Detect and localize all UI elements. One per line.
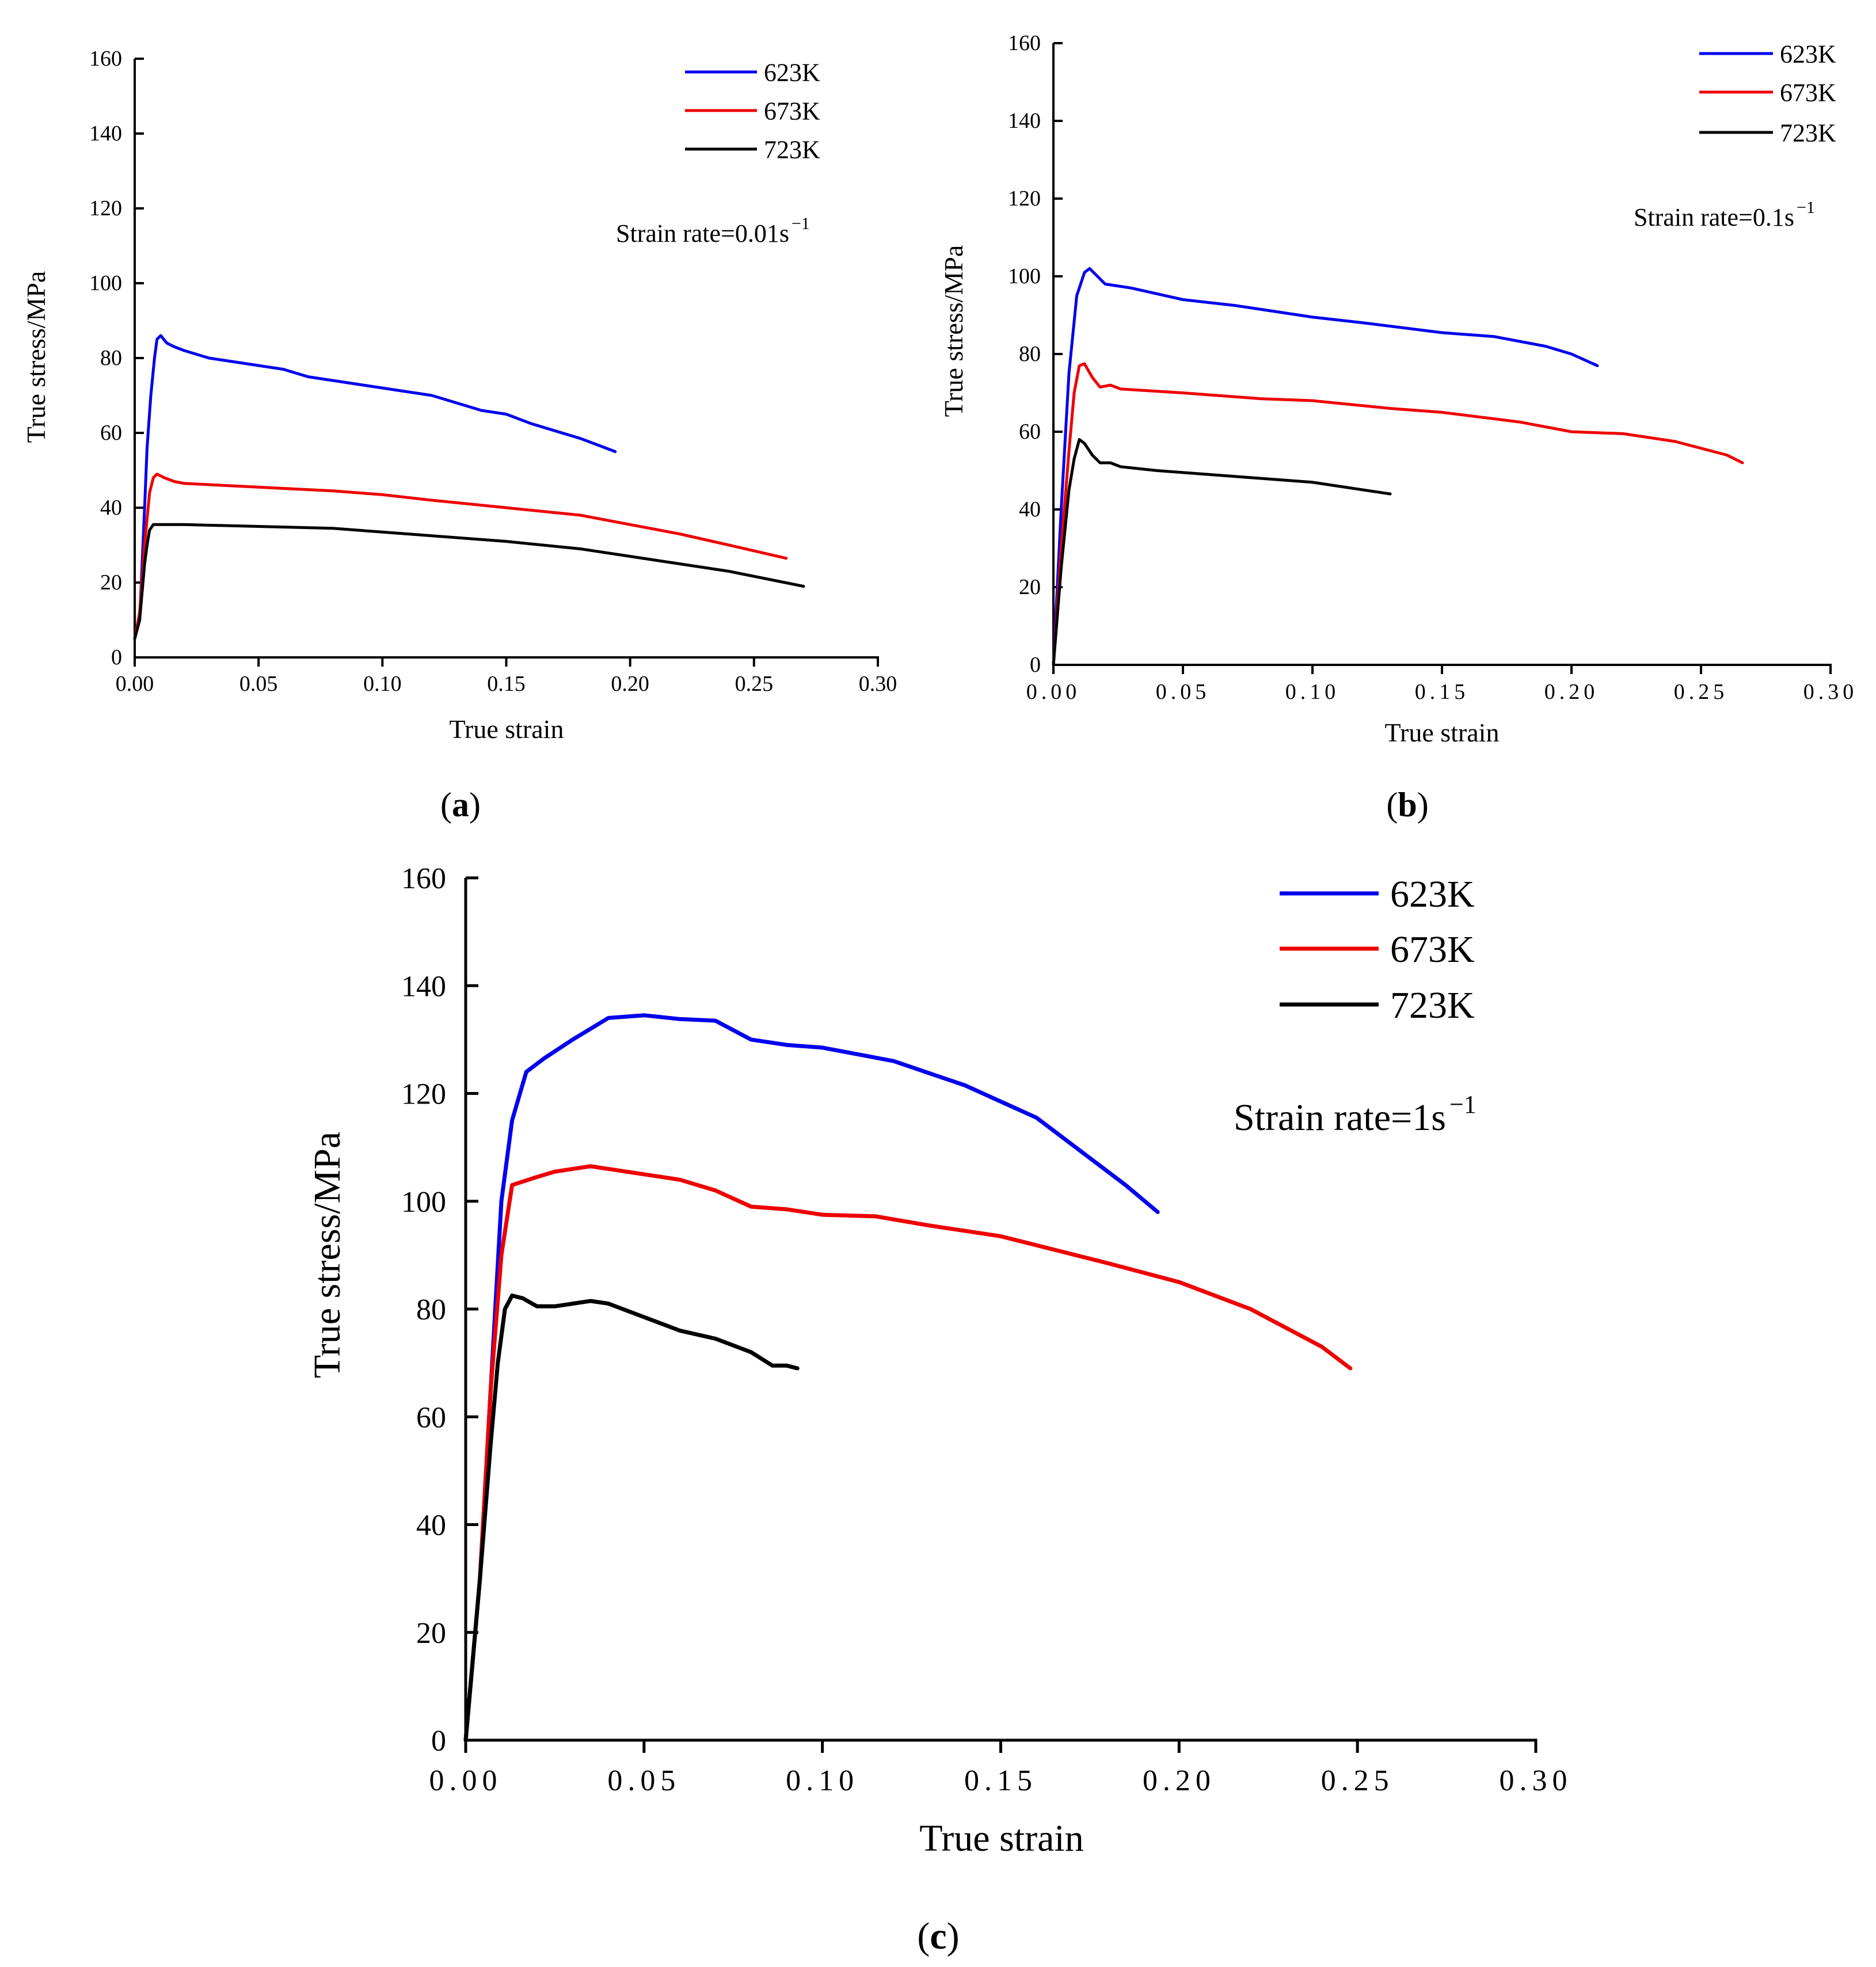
y-tick-label: 100 [401,1186,446,1219]
strain-rate-text: Strain rate=0.01s [616,219,789,248]
legend-label: 623K [1780,40,1836,68]
panel-label: (c) [917,1915,959,1957]
y-tick-label: 40 [100,496,122,520]
x-tick-label: 0.20 [611,672,649,696]
y-axis-title: True stress/MPa [306,1132,348,1378]
strain-rate-text: Strain rate=1s [1234,1097,1446,1139]
y-tick-label: 0 [111,645,122,669]
panel-label-letter: b [1398,786,1417,824]
panel-label-close-paren: ) [1417,786,1429,824]
x-tick-label: 0.05 [1156,680,1211,704]
y-tick-label: 100 [89,271,122,295]
y-tick-label: 120 [401,1078,446,1111]
x-tick-label: 0.30 [1500,1764,1573,1797]
legend-label: 673K [1390,929,1475,971]
y-tick-label: 60 [100,421,122,445]
x-tick-label: 0.00 [116,672,154,696]
x-tick-label: 0.10 [1285,680,1340,704]
panel-label-close-paren: ) [947,1915,960,1957]
panel-label-open-paren: ( [1386,786,1398,824]
x-tick-label: 0.15 [487,672,526,696]
strain-rate-annotation: Strain rate=0.1s −1 [1634,198,1815,231]
y-tick-label: 80 [100,346,122,370]
series-line-623K [463,1013,1160,1742]
y-tick-label: 0 [1030,653,1041,677]
x-axis-title: True strain [450,714,564,744]
series-line-723K [1052,438,1392,667]
y-tick-label: 60 [1019,420,1041,444]
y-tick-label: 40 [416,1509,446,1542]
legend-label: 723K [1780,119,1836,147]
y-tick-label: 20 [100,570,122,595]
y-tick-label: 160 [89,47,122,71]
panel-label-letter: c [930,1915,946,1957]
series-line-623K [133,334,617,640]
x-tick-label: 0.20 [1544,680,1599,704]
x-tick-label: 0.00 [1026,680,1081,704]
x-tick-label: 0.10 [363,672,402,696]
x-tick-label: 0.00 [429,1764,503,1797]
strain-rate-text: Strain rate=0.1s [1634,203,1794,231]
x-axis-title: True strain [1385,718,1500,747]
panel-b: 0 20 40 60 80 100 120 140 160 0.00 0.05 0.10 0.15 0.2… [939,31,1858,824]
strain-rate-annotation: Strain rate=1s −1 [1234,1090,1477,1139]
legend-label: 623K [764,58,820,86]
strain-rate-annotation: Strain rate=0.01s −1 [616,214,810,248]
panel-label: (a) [440,786,481,824]
legend-label: 723K [1390,984,1475,1026]
x-tick-label: 0.30 [859,672,897,696]
y-tick-label: 0 [431,1725,446,1757]
x-tick-label: 0.30 [1803,680,1858,704]
y-tick-label: 80 [1019,342,1041,366]
legend-label: 673K [764,97,820,125]
strain-rate-superscript: −1 [792,214,810,233]
panel-label-open-paren: ( [440,786,452,824]
series-line-623K [1052,267,1599,667]
legend-label: 673K [1780,78,1836,106]
panel-label-close-paren: ) [469,786,481,824]
panel-label-letter: a [452,786,469,824]
y-tick-label: 120 [89,196,122,220]
legend-label: 623K [1390,873,1475,915]
x-tick-label: 0.25 [1674,680,1729,704]
y-tick-label: 100 [1008,264,1041,288]
series-line-723K [133,523,805,640]
y-tick-label: 140 [1008,109,1041,133]
x-tick-label: 0.25 [1321,1764,1394,1797]
series-line-673K [1052,362,1744,667]
legend-label: 723K [764,135,820,163]
x-tick-label: 0.25 [735,672,774,696]
y-axis-title: True stress/MPa [939,245,968,417]
y-tick-label: 140 [89,121,122,146]
y-tick-label: 160 [1008,31,1041,55]
y-tick-label: 80 [416,1293,446,1326]
strain-rate-superscript: −1 [1797,198,1815,217]
panel-c: 0 20 40 60 80 100 120 140 160 0.00 0.05 0.10 0.15 0.2… [306,862,1573,1957]
y-tick-label: 160 [401,862,446,895]
y-axis-title: True stress/MPa [21,271,51,443]
x-tick-label: 0.15 [964,1764,1037,1797]
panel-label-open-paren: ( [917,1915,930,1957]
x-tick-label: 0.05 [607,1764,680,1797]
x-tick-label: 0.20 [1143,1764,1216,1797]
y-tick-label: 20 [416,1617,446,1650]
panel-label: (b) [1386,786,1428,824]
panel-a: 0 20 40 60 80 100 120 140 160 0.00 0.05 0.10 0.15 0.2… [21,47,897,824]
y-tick-label: 140 [401,970,446,1003]
x-tick-label: 0.10 [786,1764,859,1797]
series-line-673K [133,473,788,640]
x-tick-label: 0.15 [1415,680,1470,704]
y-tick-label: 60 [416,1401,446,1434]
x-tick-label: 0.05 [239,672,278,696]
y-tick-label: 40 [1019,497,1041,522]
y-tick-label: 120 [1008,187,1041,211]
strain-rate-superscript: −1 [1449,1090,1477,1118]
y-tick-label: 20 [1019,575,1041,599]
series-line-723K [463,1293,800,1742]
series-line-673K [463,1164,1353,1742]
x-axis-title: True strain [919,1817,1083,1859]
